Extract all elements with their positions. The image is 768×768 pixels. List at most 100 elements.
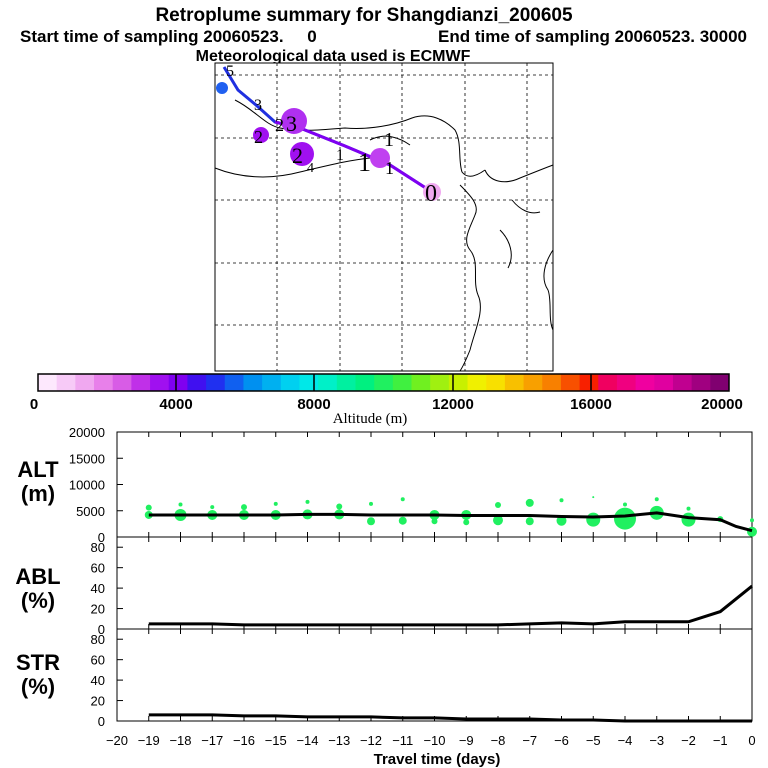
x-tick-label: −3 [649, 733, 664, 748]
colorbar-cell [168, 374, 188, 391]
colorbar-cell [94, 374, 114, 391]
colorbar-cell [206, 374, 226, 391]
x-tick-label: −1 [713, 733, 728, 748]
colorbar-cell [374, 374, 394, 391]
coastlines [214, 99, 554, 372]
colorbar-cell [523, 374, 543, 391]
colorbar-cell [430, 374, 450, 391]
colorbar-tick-label: 4000 [159, 396, 192, 413]
alt-bubble [145, 504, 152, 511]
y-tick-label: 60 [91, 653, 105, 668]
alt-series-line [148, 511, 753, 533]
y-tick-label: 5000 [76, 504, 105, 519]
alt-bubble [559, 498, 564, 503]
trajectory-label: 2 [275, 115, 284, 135]
colorbar-cell [224, 374, 244, 391]
colorbar-cell [56, 374, 76, 391]
colorbar-tick-label: 8000 [297, 396, 330, 413]
y-tick-label: 0 [98, 714, 105, 729]
colorbar-cell [504, 374, 525, 391]
abl-panel-label: ABL [15, 564, 60, 589]
colorbar-tick-label: 12000 [432, 396, 474, 413]
colorbar-cell [38, 374, 58, 391]
plume-cluster [281, 108, 307, 134]
colorbar-cell [131, 374, 151, 391]
plume-cluster [370, 148, 390, 168]
trajectory-label: 3 [286, 111, 297, 136]
x-tick-label: −15 [265, 733, 287, 748]
colorbar-cell [467, 374, 487, 391]
map-grid [215, 63, 553, 371]
y-tick-label: 40 [91, 673, 105, 688]
colorbar-label: Altitude (m) [333, 411, 408, 427]
trajectory-label: 5 [226, 63, 234, 80]
y-tick-label: 0 [98, 622, 105, 637]
y-tick-label: 10000 [69, 478, 105, 493]
str-series-line [148, 713, 752, 723]
colorbar-cell [616, 374, 637, 391]
colorbar-cell [299, 374, 319, 391]
y-tick-label: 15000 [69, 451, 105, 466]
x-tick-label: −9 [459, 733, 474, 748]
alt-panel-label: ALT [17, 457, 59, 482]
alt-bubble [398, 516, 407, 525]
x-tick-label: −16 [233, 733, 255, 748]
alt-bubble [305, 499, 310, 504]
y-tick-label: 0 [98, 530, 105, 545]
x-tick-label: −20 [106, 733, 128, 748]
colorbar-cell [112, 374, 132, 391]
alt-bubble [463, 519, 470, 526]
y-tick-label: 20 [91, 694, 105, 709]
y-tick-label: 20000 [69, 425, 105, 440]
end-time-text: End time of sampling 20060523. 30000 [438, 27, 747, 46]
colorbar-cell [672, 374, 693, 391]
colorbar-tick-label: 0 [30, 396, 38, 413]
x-tick-label: −7 [522, 733, 537, 748]
plume-cluster [423, 183, 441, 201]
plume-cluster [253, 127, 269, 143]
y-tick-label: 80 [91, 632, 105, 647]
str-panel-unit: (%) [21, 674, 55, 699]
y-tick-label: 20 [91, 602, 105, 617]
colorbar-cell [243, 374, 263, 391]
colorbar-cell [691, 374, 711, 391]
colorbar-cell [150, 374, 170, 391]
trajectory-label: 1 [358, 148, 371, 177]
alt-bubble [178, 502, 183, 507]
x-tick-label: −10 [423, 733, 445, 748]
alt-bubble [369, 501, 373, 506]
colorbar-tick-label: 16000 [570, 396, 612, 413]
trajectory-label: 4 [307, 161, 314, 176]
colorbar-cell [635, 374, 655, 391]
colorbar-cell [355, 374, 375, 391]
x-tick-label: −8 [491, 733, 506, 748]
trajectory-label: 1 [385, 158, 394, 178]
x-tick-label: −18 [169, 733, 191, 748]
alt-panel: 20000 15000 10000 5000 0 [69, 425, 757, 545]
x-tick-label: −2 [681, 733, 696, 748]
alt-bubble [241, 504, 247, 511]
colorbar-cell [654, 374, 674, 391]
colorbar-cell [448, 374, 469, 391]
met-data-text: Meteorological data used is ECMWF [196, 48, 471, 65]
alt-panel-unit: (m) [21, 481, 55, 506]
str-panel-label: STR [16, 650, 60, 675]
alt-bubble [623, 502, 627, 507]
x-tick-label: −4 [618, 733, 633, 748]
alt-bubble [586, 512, 601, 527]
trajectory-label: 1 [384, 129, 394, 151]
x-tick-label: −5 [586, 733, 601, 748]
y-tick-label: 60 [91, 561, 105, 576]
colorbar-cell [318, 374, 338, 391]
colorbar-cell [280, 374, 300, 391]
x-tick-label: 0 [748, 733, 755, 748]
trajectory-label: 3 [254, 97, 262, 114]
altitude-colorbar: 0 4000 8000 12000 16000 20000 Altitude (… [30, 373, 743, 427]
alt-bubble [400, 497, 405, 502]
plume-cluster [216, 82, 228, 94]
trajectory-map: 0 1 1 1 1 2 2 3 2 3 4 5 [214, 62, 554, 372]
alt-bubble [336, 503, 343, 510]
alt-bubble [614, 507, 636, 530]
colorbar-tick-label: 20000 [701, 396, 743, 413]
